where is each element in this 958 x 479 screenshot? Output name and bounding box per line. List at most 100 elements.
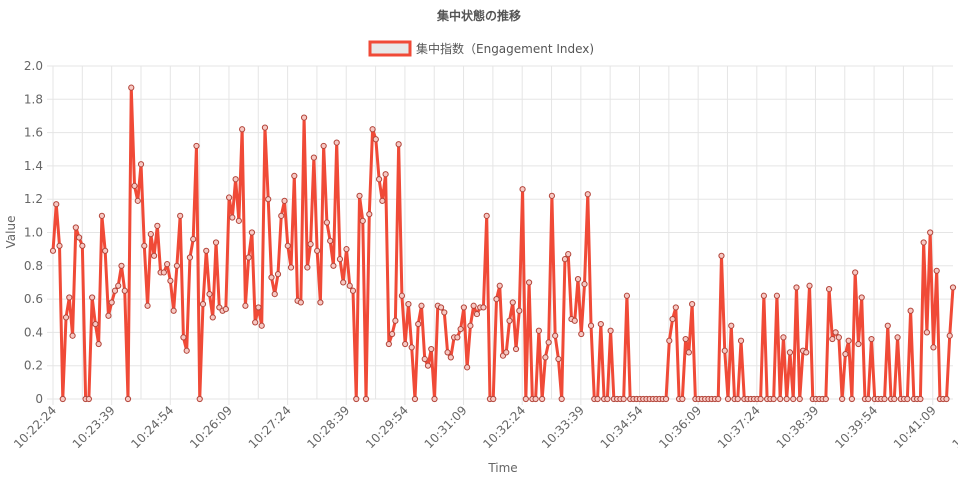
data-point[interactable] — [685, 349, 692, 356]
data-point[interactable] — [340, 279, 347, 286]
data-point[interactable] — [85, 395, 92, 403]
data-point[interactable] — [222, 305, 229, 313]
data-point[interactable] — [382, 171, 389, 178]
data-point[interactable] — [314, 247, 321, 254]
data-point[interactable] — [578, 330, 585, 338]
data-point[interactable] — [796, 395, 803, 403]
data-point[interactable] — [356, 192, 363, 199]
data-point[interactable] — [89, 294, 96, 301]
data-point[interactable] — [398, 292, 406, 299]
data-point[interactable] — [137, 161, 145, 168]
data-point[interactable] — [949, 284, 957, 291]
data-point[interactable] — [662, 395, 670, 403]
data-point[interactable] — [170, 307, 177, 314]
data-point[interactable] — [437, 304, 445, 311]
data-point[interactable] — [111, 287, 119, 294]
data-point[interactable] — [721, 347, 728, 354]
data-point[interactable] — [124, 395, 132, 403]
data-point[interactable] — [946, 332, 953, 339]
data-point[interactable] — [291, 172, 298, 179]
data-point[interactable] — [552, 332, 559, 339]
data-point[interactable] — [248, 229, 256, 236]
data-point[interactable] — [235, 217, 242, 224]
data-point[interactable] — [245, 254, 252, 261]
data-point[interactable] — [278, 212, 285, 219]
data-point[interactable] — [229, 214, 236, 221]
data-point[interactable] — [467, 322, 474, 329]
data-point[interactable] — [252, 319, 259, 326]
data-point[interactable] — [757, 395, 764, 403]
data-point[interactable] — [522, 395, 529, 403]
data-point[interactable] — [150, 252, 158, 259]
data-point[interactable] — [49, 247, 57, 254]
data-point[interactable] — [180, 334, 187, 341]
data-point[interactable] — [362, 395, 370, 403]
data-point[interactable] — [490, 395, 497, 403]
data-point[interactable] — [558, 395, 565, 403]
data-point[interactable] — [128, 84, 135, 91]
data-point[interactable] — [196, 395, 203, 403]
data-point[interactable] — [177, 212, 184, 219]
data-point[interactable] — [825, 286, 833, 293]
data-point[interactable] — [473, 310, 481, 318]
data-point[interactable] — [346, 282, 353, 289]
data-point[interactable] — [239, 126, 246, 133]
data-point[interactable] — [689, 301, 696, 308]
data-point[interactable] — [310, 154, 317, 161]
data-point[interactable] — [884, 322, 891, 329]
data-point[interactable] — [832, 329, 839, 336]
data-point[interactable] — [516, 307, 523, 314]
data-point[interactable] — [369, 126, 376, 133]
data-point[interactable] — [115, 282, 122, 289]
data-point[interactable] — [927, 229, 934, 236]
data-point[interactable] — [209, 314, 216, 321]
data-point[interactable] — [679, 395, 686, 403]
data-point[interactable] — [737, 337, 745, 344]
data-point[interactable] — [134, 197, 141, 204]
data-point[interactable] — [777, 395, 784, 403]
data-point[interactable] — [141, 242, 148, 249]
data-point[interactable] — [271, 291, 278, 298]
data-point[interactable] — [408, 344, 415, 351]
data-point[interactable] — [666, 337, 673, 344]
data-point[interactable] — [620, 395, 627, 403]
data-point[interactable] — [545, 339, 552, 346]
data-point[interactable] — [323, 219, 331, 226]
data-point[interactable] — [333, 139, 340, 146]
data-point[interactable] — [790, 395, 797, 403]
data-point[interactable] — [542, 354, 549, 361]
data-point[interactable] — [304, 264, 311, 271]
data-point[interactable] — [164, 261, 171, 268]
data-point[interactable] — [225, 194, 233, 201]
data-point[interactable] — [186, 254, 194, 261]
data-point[interactable] — [669, 315, 676, 323]
data-point[interactable] — [672, 304, 679, 311]
data-point[interactable] — [415, 320, 422, 328]
data-point[interactable] — [835, 334, 842, 341]
data-point[interactable] — [375, 176, 383, 183]
data-point[interactable] — [734, 395, 741, 403]
data-point[interactable] — [108, 299, 115, 306]
data-point[interactable] — [539, 395, 546, 403]
data-point[interactable] — [232, 176, 239, 183]
data-point[interactable] — [62, 314, 70, 321]
data-point[interactable] — [105, 312, 112, 319]
data-point[interactable] — [349, 287, 357, 294]
data-point[interactable] — [858, 294, 865, 301]
data-point[interactable] — [597, 320, 604, 328]
data-point[interactable] — [72, 224, 79, 231]
data-point[interactable] — [167, 277, 174, 284]
data-point[interactable] — [421, 355, 428, 363]
data-point[interactable] — [300, 114, 308, 121]
data-point[interactable] — [933, 267, 940, 274]
data-point[interactable] — [418, 302, 425, 309]
data-point[interactable] — [457, 325, 464, 333]
data-point[interactable] — [428, 345, 435, 353]
data-point[interactable] — [594, 395, 601, 403]
data-point[interactable] — [923, 329, 931, 336]
data-point[interactable] — [203, 247, 210, 254]
data-point[interactable] — [454, 334, 461, 341]
data-point[interactable] — [274, 271, 282, 278]
data-point[interactable] — [431, 395, 438, 403]
data-point[interactable] — [98, 212, 106, 219]
